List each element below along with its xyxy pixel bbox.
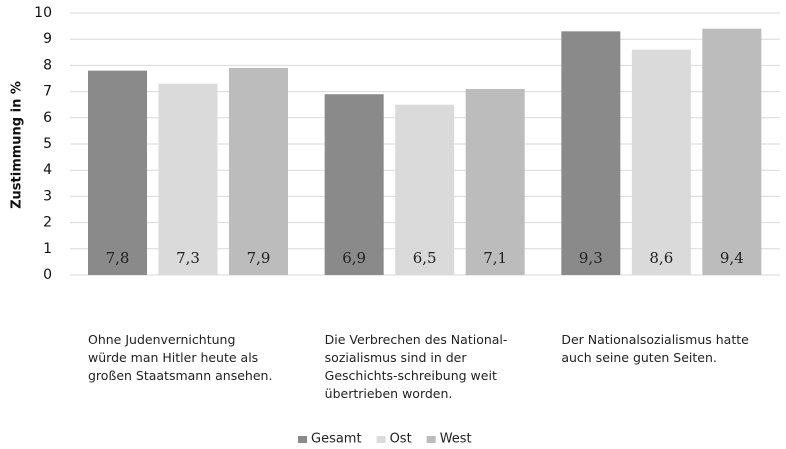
y-tick-label: 10 — [34, 5, 52, 21]
y-tick-label: 5 — [43, 136, 52, 152]
bar — [88, 70, 147, 275]
bar — [324, 94, 384, 275]
data-label: 8,6 — [649, 249, 673, 267]
data-label: 9,4 — [720, 249, 744, 267]
data-label: 9,3 — [579, 249, 603, 267]
legend-label: West — [440, 432, 472, 447]
data-label: 6,5 — [413, 249, 437, 267]
data-label: 7,3 — [176, 249, 200, 267]
bar — [465, 88, 525, 275]
y-axis-title: Zustimmung in % — [10, 81, 25, 209]
data-label: 7,8 — [106, 249, 130, 267]
bar — [631, 49, 691, 276]
y-tick-label: 8 — [43, 57, 52, 73]
y-tick-label: 3 — [43, 188, 52, 204]
category-label: Ohne Judenvernichtung würde man Hitler h… — [88, 332, 273, 383]
y-tick-label: 6 — [43, 110, 52, 126]
bar — [395, 104, 455, 275]
y-tick-label: 0 — [43, 267, 52, 283]
category-label: Die Verbrechen des National-sozialismus … — [324, 332, 508, 401]
y-tick-label: 2 — [43, 215, 52, 231]
legend-swatch — [426, 436, 436, 443]
bar — [561, 31, 621, 276]
bar — [158, 83, 218, 276]
y-tick-label: 7 — [43, 84, 52, 100]
legend-label: Ost — [390, 432, 412, 447]
bar — [229, 68, 288, 276]
data-label: 7,1 — [483, 249, 507, 267]
y-tick-label: 4 — [43, 162, 52, 178]
y-tick-label: 9 — [43, 31, 52, 47]
legend-label: Gesamt — [311, 432, 362, 447]
legend-swatch — [376, 436, 386, 443]
data-label: 7,9 — [247, 249, 271, 267]
legend-swatch — [298, 436, 307, 443]
category-label: Der Nationalsozialismus hatte auch seine… — [561, 332, 749, 365]
bar — [702, 28, 762, 275]
data-label: 6,9 — [342, 249, 366, 267]
y-tick-label: 1 — [43, 241, 52, 257]
